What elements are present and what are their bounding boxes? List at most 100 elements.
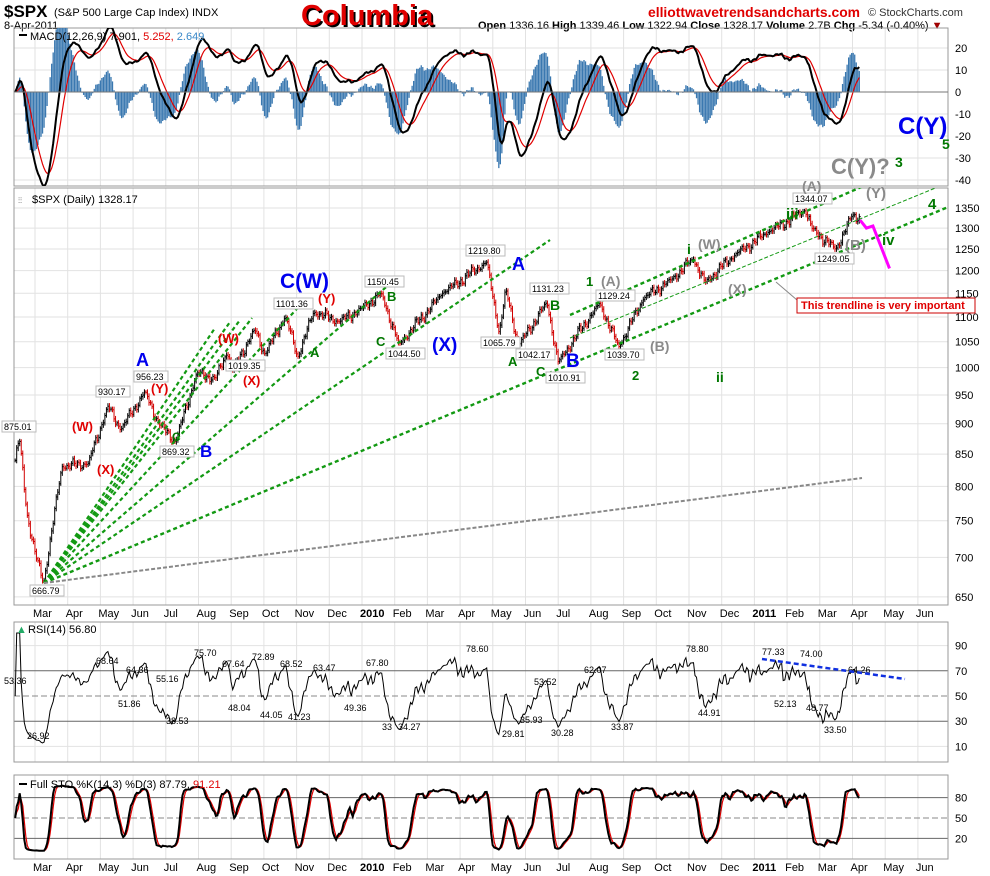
month-label: Dec: [327, 608, 347, 620]
month-label: Nov: [687, 608, 707, 620]
macd-swatch: [19, 34, 27, 36]
wave-label: 1: [586, 274, 593, 289]
wave-label: 3: [895, 154, 903, 170]
wave-label: B: [550, 297, 560, 313]
month-label: Nov: [295, 608, 315, 620]
high-label: High: [552, 20, 577, 32]
rsi-label: 67.64: [222, 659, 245, 669]
price-tick-label: 1150: [955, 288, 979, 300]
fan-trendline: [43, 239, 551, 584]
wave-label: (X): [243, 373, 260, 388]
macd-plot: [14, 28, 948, 186]
price-tick-label: 700: [955, 552, 973, 564]
price-label: 1039.70: [607, 350, 640, 360]
rsi-label: 75.70: [194, 648, 217, 658]
month-label: Apr: [851, 608, 868, 620]
month-label: May: [883, 608, 904, 620]
rsi-label: 49.36: [344, 703, 367, 713]
month-label: 2010: [360, 862, 384, 874]
wave-label: (X): [728, 281, 747, 297]
price-label-box: [95, 385, 131, 398]
month-label: 2011: [752, 862, 776, 874]
low-value: 1322.94: [647, 20, 687, 32]
month-label: Mar: [818, 862, 837, 874]
ohlc-line: Open 1336.16 High 1339.46 Low 1322.94 Cl…: [478, 20, 943, 32]
month-label: Aug: [197, 862, 217, 874]
wave-label: (Y): [151, 381, 168, 396]
wave-label: (A): [601, 273, 620, 289]
sto-plot: [14, 784, 860, 852]
wave-label: A: [512, 254, 525, 274]
important-trendline: [43, 205, 948, 585]
macd-line: [14, 28, 860, 186]
price-tick-label: 900: [955, 419, 973, 431]
month-label: Sep: [622, 608, 642, 620]
price-tick-label: 1200: [955, 266, 979, 278]
rsi-label: 68.64: [96, 656, 119, 666]
price-tick-label: 850: [955, 449, 973, 461]
price-label: 1044.50: [388, 349, 421, 359]
wave-label: (W): [698, 236, 721, 252]
channel-mid-line: [569, 188, 937, 339]
macd-tick-label: 0: [955, 87, 961, 99]
month-label: Dec: [720, 862, 740, 874]
rsi-line: [14, 632, 860, 744]
sto-panel: [13, 774, 949, 860]
rsi-tick-label: 70: [955, 666, 967, 678]
wave-label: (A): [802, 178, 821, 194]
rsi-label: 44.05: [260, 710, 283, 720]
wave-label: iii: [786, 206, 799, 223]
month-label: Mar: [33, 608, 52, 620]
wave-label: A: [310, 345, 320, 360]
price-label-box: [385, 347, 426, 360]
wave-label: A: [136, 350, 149, 370]
month-label: Nov: [687, 862, 707, 874]
rsi-label: 33.50: [824, 725, 847, 735]
wave-label: iv: [882, 232, 895, 249]
month-label: Aug: [197, 608, 217, 620]
month-label: Jun: [131, 862, 149, 874]
rsi-label: 63.47: [313, 663, 336, 673]
month-label: Nov: [295, 862, 315, 874]
rsi-label: 38.53: [166, 716, 189, 726]
rsi-label: 78.80: [686, 644, 709, 654]
open-label: Open: [478, 20, 506, 32]
price-label-box: [364, 275, 405, 288]
rsi-label: 26.92: [27, 731, 50, 741]
annotations: 875.01666.79930.17956.23869.321019.35110…: [1, 113, 976, 741]
month-label: Jun: [524, 608, 542, 620]
price-label-box: [29, 584, 65, 597]
price-label-box: [273, 297, 314, 310]
rsi-tick-label: 50: [955, 691, 967, 703]
wave-label: ii: [716, 369, 724, 385]
month-label: 2010: [360, 608, 384, 620]
macd-legend: MACD(12,26,9) 7.901, 5.252, 2.649: [19, 31, 204, 43]
fan-trendline: [43, 321, 231, 584]
axis-labels: 1350130012501200115011001050100095090085…: [33, 43, 979, 874]
website-link[interactable]: elliottwavetrendsandcharts.com: [648, 4, 860, 20]
macd-signal-line: [14, 32, 860, 175]
price-tick-label: 950: [955, 390, 973, 402]
month-label: 2011: [752, 608, 776, 620]
rsi-label: 64.36: [126, 665, 149, 675]
month-label: Jul: [556, 862, 570, 874]
wave-label: C(Y)?: [831, 154, 890, 179]
wave-label: B: [200, 442, 212, 461]
price-label: 930.17: [98, 387, 126, 397]
rsi-label: 52.13: [774, 699, 797, 709]
copyright: © StockCharts.com: [868, 7, 963, 19]
rsi-trendline: [761, 657, 906, 681]
sto-tick-label: 80: [955, 793, 967, 805]
sto-legend-name: Full STO %K(14,3) %D(3) 87.79,: [30, 779, 190, 791]
callout-box: [796, 297, 976, 314]
sto-d-value: 91.21: [193, 779, 221, 791]
price-label: 1129.24: [598, 291, 630, 301]
price-label-box: [529, 282, 570, 295]
down-arrow-icon: ▼: [932, 20, 943, 32]
close-label: Close: [690, 20, 720, 32]
rsi-label: 30.28: [551, 728, 574, 738]
month-label: Apr: [66, 862, 83, 874]
rsi-label: 48.04: [228, 703, 251, 713]
rsi-label: 62.07: [584, 665, 607, 675]
